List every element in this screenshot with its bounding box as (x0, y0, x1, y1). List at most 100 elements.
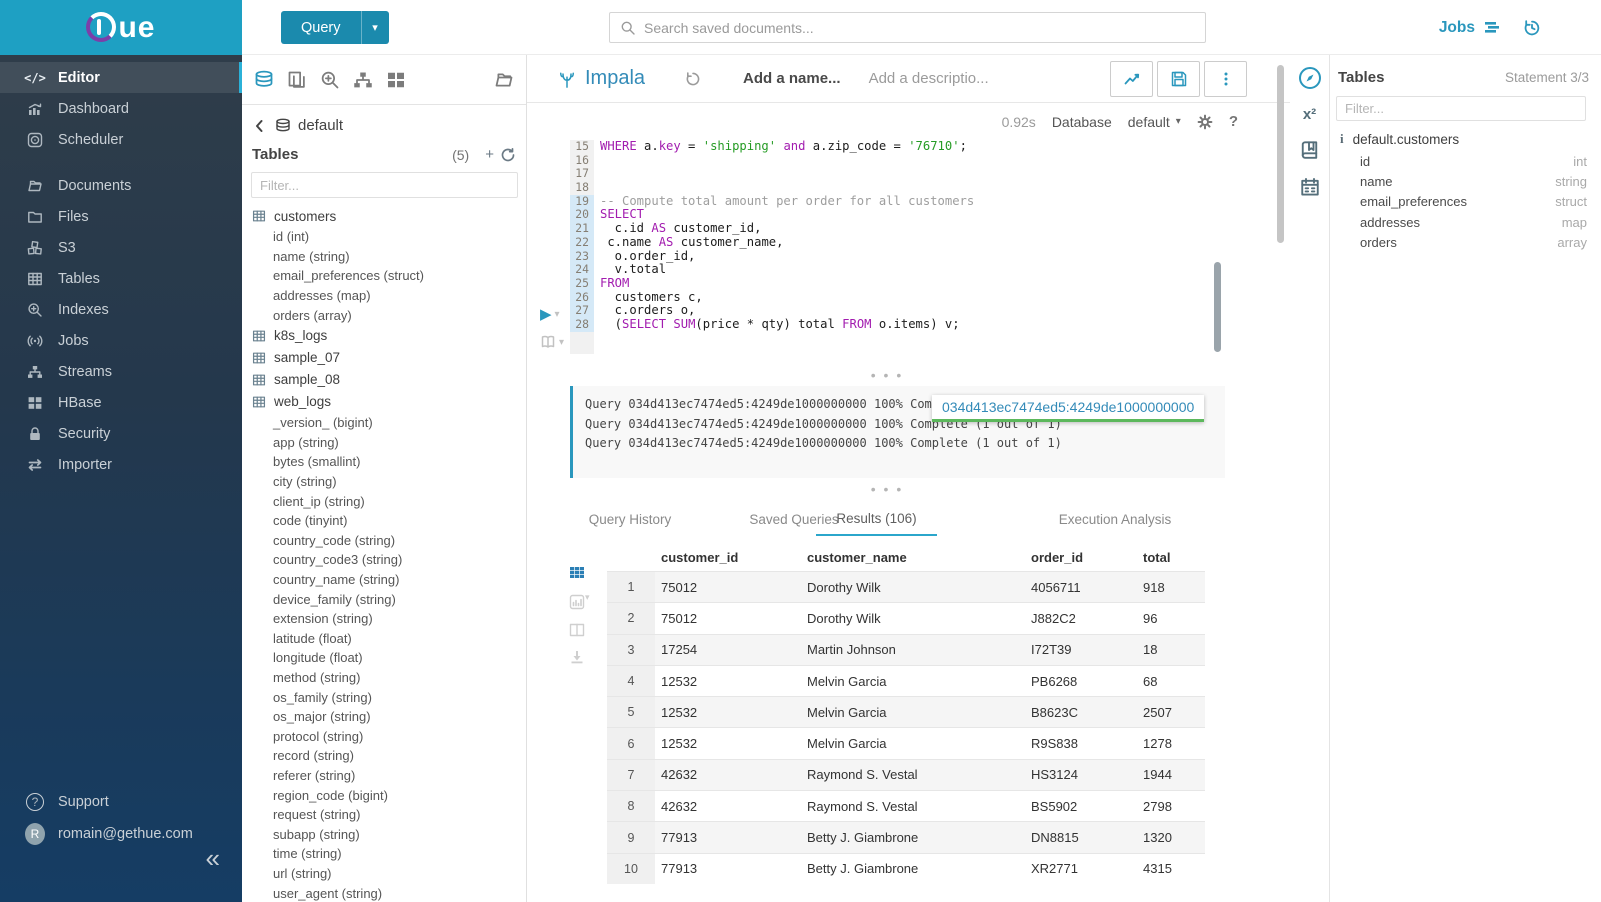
tree-column-item[interactable]: orders (array) (242, 305, 526, 325)
query-description-field[interactable]: Add a descriptio... (868, 70, 989, 87)
results-resize-handle[interactable]: • • • (870, 481, 904, 497)
assist-column-row[interactable]: email_preferences struct (1330, 192, 1601, 212)
assist-column-row[interactable]: name string (1330, 171, 1601, 191)
columns-view-button[interactable] (569, 622, 590, 638)
tree-column-item[interactable]: id (int) (242, 227, 526, 247)
log-resize-handle[interactable]: • • • (870, 367, 904, 383)
tree-column-item[interactable]: latitude (float) (242, 629, 526, 649)
tree-column-item[interactable]: name (string) (242, 247, 526, 267)
chart-view-button[interactable]: ▾ (569, 592, 590, 611)
tree-column-item[interactable]: method (string) (242, 668, 526, 688)
assist-column-row[interactable]: addresses map (1330, 212, 1601, 232)
tree-column-item[interactable]: request (string) (242, 805, 526, 825)
tree-column-item[interactable]: country_code (string) (242, 531, 526, 551)
support-link[interactable]: ? Support (0, 786, 242, 818)
chart-button[interactable] (1110, 61, 1153, 97)
more-actions-button[interactable] (1204, 61, 1247, 97)
tree-column-item[interactable]: country_name (string) (242, 570, 526, 590)
sidebar-item-dashboard[interactable]: Dashboard (0, 93, 242, 124)
sidebar-item-security[interactable]: Security (0, 418, 242, 449)
results-column-header[interactable]: total (1143, 549, 1171, 565)
tree-column-item[interactable]: os_family (string) (242, 687, 526, 707)
tables-filter-input[interactable] (251, 172, 518, 198)
sidebar-item-indexes[interactable]: Indexes (0, 294, 242, 325)
databases-source-icon[interactable] (254, 70, 274, 90)
schedule-icon[interactable] (1300, 177, 1320, 197)
tree-column-item[interactable]: referer (string) (242, 766, 526, 786)
sitemap-icon[interactable] (353, 70, 373, 90)
assist-active-table[interactable]: i default.customers (1330, 121, 1601, 147)
history-icon[interactable] (1523, 19, 1541, 37)
tab-execution-analysis[interactable]: Execution Analysis (1058, 511, 1172, 527)
page-scrollbar[interactable] (1277, 65, 1284, 243)
search-input[interactable] (644, 19, 1195, 36)
tree-table-item[interactable]: customers (242, 205, 526, 227)
results-column-header[interactable]: customer_name (807, 549, 907, 565)
tree-table-item[interactable]: web_logs (242, 391, 526, 413)
assist-column-row[interactable]: orders array (1330, 232, 1601, 252)
snippet-docs-button[interactable]: ▾ (540, 334, 564, 350)
settings-gear-icon[interactable] (1197, 114, 1213, 130)
tree-column-item[interactable]: subapp (string) (242, 824, 526, 844)
hue-logo[interactable]: ue (86, 11, 155, 45)
sidebar-item-hbase[interactable]: HBase (0, 387, 242, 418)
sidebar-item-s3[interactable]: S3 (0, 232, 242, 263)
tree-table-item[interactable]: k8s_logs (242, 325, 526, 347)
tab-saved-queries[interactable]: Saved Queries (749, 511, 839, 527)
tree-column-item[interactable]: client_ip (string) (242, 491, 526, 511)
functions-icon[interactable]: x² (1302, 106, 1317, 123)
query-history-icon[interactable] (685, 71, 701, 87)
results-column-header[interactable]: order_id (1031, 549, 1084, 565)
user-account[interactable]: R romain@gethue.com (0, 818, 242, 850)
assist-filter-input[interactable] (1336, 96, 1586, 121)
engine-name[interactable]: Impala (585, 67, 646, 89)
jobs-link[interactable]: Jobs (1439, 19, 1501, 37)
query-button[interactable]: Query ▾ (281, 11, 389, 44)
refresh-tables-button[interactable] (500, 147, 516, 163)
sidebar-item-streams[interactable]: Streams (0, 356, 242, 387)
tab-results[interactable]: Results (106) (816, 502, 937, 536)
documents-assist-icon[interactable] (287, 70, 307, 90)
back-chevron-icon[interactable] (252, 118, 268, 134)
tree-column-item[interactable]: extension (string) (242, 609, 526, 629)
database-select[interactable]: default ▾ (1127, 113, 1181, 130)
tree-column-item[interactable]: os_major (string) (242, 707, 526, 727)
tree-column-item[interactable]: user_agent (string) (242, 883, 526, 902)
sidebar-item-files[interactable]: Files (0, 201, 242, 232)
tree-column-item[interactable]: code (tinyint) (242, 511, 526, 531)
tree-column-item[interactable]: record (string) (242, 746, 526, 766)
sidebar-collapse-button[interactable]: « (205, 843, 220, 873)
open-folder-icon[interactable] (494, 70, 514, 90)
tab-query-history[interactable]: Query History (588, 511, 672, 527)
query-id-link[interactable]: 034d413ec7474ed5:4249de1000000000 (932, 395, 1205, 422)
tree-column-item[interactable]: longitude (float) (242, 648, 526, 668)
save-button[interactable] (1157, 61, 1200, 97)
tree-column-item[interactable]: protocol (string) (242, 726, 526, 746)
editor-assistant-icon[interactable] (1298, 67, 1321, 89)
tree-column-item[interactable]: city (string) (242, 472, 526, 492)
tree-column-item[interactable]: url (string) (242, 864, 526, 884)
add-table-button[interactable]: + (485, 146, 494, 163)
tree-column-item[interactable]: _version_ (bigint) (242, 413, 526, 433)
assist-column-row[interactable]: id int (1330, 151, 1601, 171)
query-dropdown-caret-icon[interactable]: ▾ (372, 22, 378, 34)
tree-column-item[interactable]: device_family (string) (242, 589, 526, 609)
tree-column-item[interactable]: addresses (map) (242, 286, 526, 306)
search-plus-icon[interactable] (320, 70, 340, 90)
tree-table-item[interactable]: sample_07 (242, 347, 526, 369)
help-icon[interactable]: ? (1228, 113, 1238, 130)
apps-grid-icon[interactable] (386, 70, 406, 90)
sidebar-item-editor[interactable]: </> Editor (0, 62, 242, 93)
tree-column-item[interactable]: region_code (bigint) (242, 785, 526, 805)
execute-options-caret-icon[interactable]: ▾ (554, 308, 560, 320)
tree-column-item[interactable]: time (string) (242, 844, 526, 864)
sidebar-item-tables[interactable]: Tables (0, 263, 242, 294)
sidebar-item-importer[interactable]: Importer (0, 449, 242, 480)
tree-column-item[interactable]: bytes (smallint) (242, 452, 526, 472)
code-scrollbar[interactable] (1214, 262, 1221, 352)
global-search[interactable] (609, 12, 1206, 43)
tree-column-item[interactable]: country_code3 (string) (242, 550, 526, 570)
download-button[interactable] (569, 649, 590, 665)
code-editor[interactable]: 15 WHERE a.key = 'shipping' and a.zip_cod… (570, 139, 974, 354)
grid-view-button[interactable] (569, 565, 590, 581)
